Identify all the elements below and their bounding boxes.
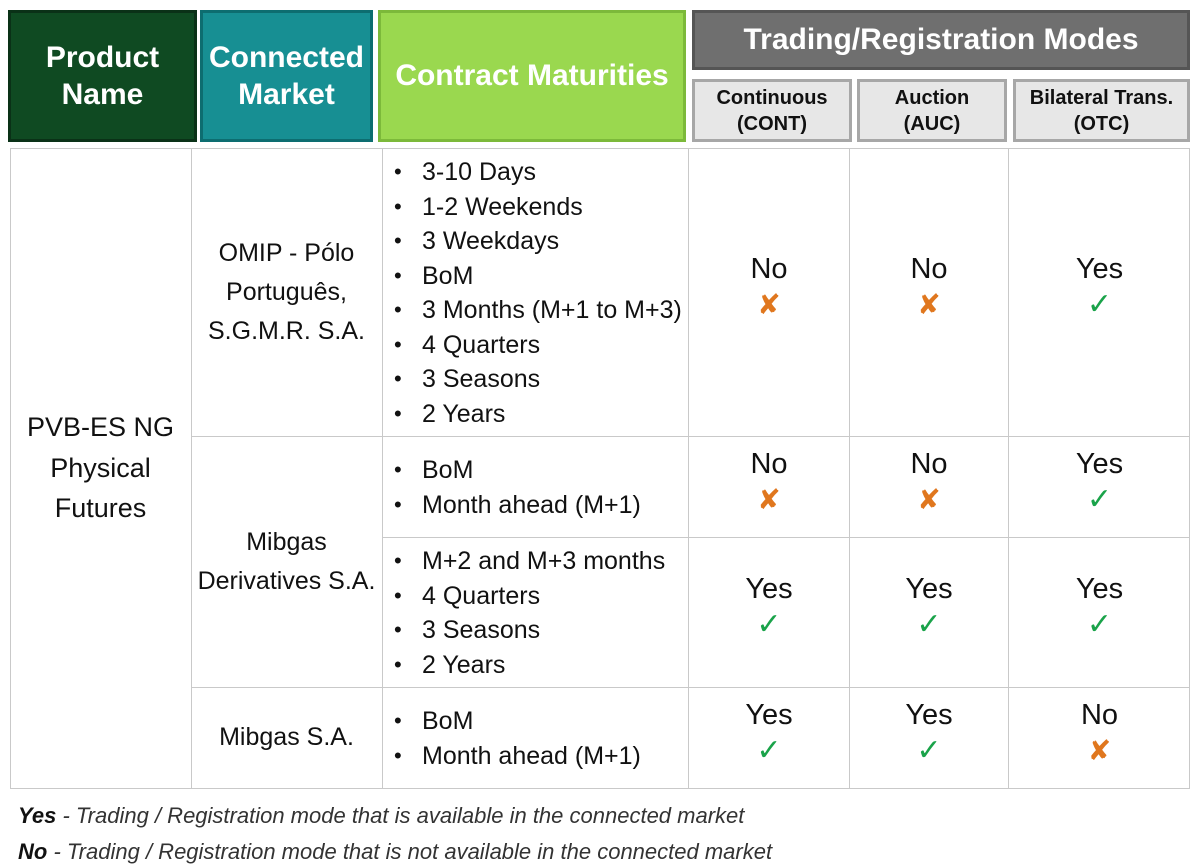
legend-no: No - Trading / Registration mode that is… bbox=[18, 839, 772, 865]
list-item: • 4 Quarters bbox=[394, 330, 541, 359]
mode-value: Yes bbox=[1075, 448, 1124, 480]
list-item: • 2 Years bbox=[394, 399, 506, 428]
check-icon: ✓ bbox=[1086, 608, 1113, 641]
list-item: • BoM bbox=[394, 707, 474, 735]
row1-otc: Yes ✓ bbox=[1009, 252, 1190, 324]
list-item: • 3 Weekdays bbox=[394, 227, 560, 255]
list-item: • BoM bbox=[394, 456, 474, 484]
mode-value: Yes bbox=[745, 699, 793, 731]
market-omip: OMIP - Pólo Português, S.G.M.R. S.A. bbox=[208, 239, 365, 345]
mode-value: No bbox=[1080, 699, 1119, 731]
maturities-list-row4: • BoM • Month ahead (M+1) bbox=[388, 704, 641, 773]
row4-auc: Yes ✓ bbox=[850, 698, 1008, 770]
list-item: • 3 Seasons bbox=[394, 365, 541, 393]
mode-value: No bbox=[750, 253, 788, 285]
row3-cont: Yes ✓ bbox=[689, 572, 849, 644]
mode-value: Yes bbox=[905, 699, 953, 731]
check-icon: ✓ bbox=[1086, 288, 1113, 321]
mode-value: Yes bbox=[1075, 573, 1124, 605]
list-item: • 3-10 Days bbox=[394, 158, 536, 186]
check-icon: ✓ bbox=[916, 734, 942, 767]
cross-icon: ✘ bbox=[917, 289, 941, 320]
legend-yes: Yes - Trading / Registration mode that i… bbox=[18, 803, 744, 829]
mode-value: Yes bbox=[905, 573, 953, 605]
legend-yes-term: Yes bbox=[18, 803, 57, 828]
row3-otc: Yes ✓ bbox=[1009, 572, 1190, 644]
cross-icon: ✘ bbox=[757, 484, 781, 515]
row4-otc: No ✘ bbox=[1009, 698, 1190, 770]
row4-cont: Yes ✓ bbox=[689, 698, 849, 770]
list-item: • Month ahead (M+1) bbox=[394, 741, 641, 770]
check-icon: ✓ bbox=[756, 608, 782, 641]
cross-icon: ✘ bbox=[917, 484, 941, 515]
maturities-list-row2: • BoM • Month ahead (M+1) bbox=[388, 453, 641, 522]
mode-value: Yes bbox=[1075, 253, 1124, 285]
legend-yes-text: - Trading / Registration mode that is av… bbox=[56, 803, 745, 828]
check-icon: ✓ bbox=[756, 734, 782, 767]
mode-value: No bbox=[910, 253, 948, 285]
list-item: • 4 Quarters bbox=[394, 581, 541, 610]
maturities-list-row3: • M+2 and M+3 months • 4 Quarters • 3 Seaso… bbox=[388, 544, 665, 682]
cross-icon: ✘ bbox=[1087, 735, 1112, 766]
list-item: • M+2 and M+3 months bbox=[394, 547, 666, 575]
legend-no-text: - Trading / Registration mode that is no… bbox=[47, 839, 773, 864]
row1-auc: No ✘ bbox=[850, 252, 1008, 324]
list-item: • 1-2 Weekends bbox=[394, 192, 583, 221]
check-icon: ✓ bbox=[916, 608, 942, 641]
legend-no-term: No bbox=[18, 839, 48, 864]
market-mibgas: Mibgas S.A. bbox=[219, 723, 354, 752]
check-icon: ✓ bbox=[1086, 483, 1113, 516]
connected-market-header: Connected Market bbox=[200, 10, 373, 142]
mode-value: No bbox=[750, 448, 788, 480]
list-item: • Month ahead (M+1) bbox=[394, 490, 641, 519]
continuous-header: Continuous (CONT) bbox=[692, 79, 852, 142]
row2-auc: No ✘ bbox=[850, 447, 1008, 519]
row1-cont: No ✘ bbox=[689, 252, 849, 324]
trading-modes-header: Trading/Registration Modes bbox=[692, 10, 1190, 70]
bilateral-header: Bilateral Trans. (OTC) bbox=[1013, 79, 1190, 142]
row2-otc: Yes ✓ bbox=[1009, 447, 1190, 519]
maturities-list-row1: • 3-10 Days • 1-2 Weekends • 3 Weekdays • Bo… bbox=[388, 155, 682, 431]
auction-header: Auction (AUC) bbox=[857, 79, 1007, 142]
product-name-cell: PVB-ES NG Physical Futures bbox=[26, 412, 175, 524]
mode-value: Yes bbox=[745, 573, 793, 605]
mode-value: No bbox=[910, 448, 948, 480]
list-item: • 2 Years bbox=[394, 650, 506, 679]
cross-icon: ✘ bbox=[757, 289, 781, 320]
list-item: • BoM bbox=[394, 261, 474, 290]
contract-maturities-header: Contract Maturities bbox=[378, 10, 686, 142]
market-mibgas-derivatives: Mibgas Derivatives S.A. bbox=[197, 528, 376, 595]
list-item: • 3 Months (M+1 to M+3) bbox=[394, 296, 682, 324]
product-name-header: Product Name bbox=[8, 10, 197, 142]
row3-auc: Yes ✓ bbox=[850, 572, 1008, 644]
row2-cont: No ✘ bbox=[689, 447, 849, 519]
list-item: • 3 Seasons bbox=[394, 616, 541, 644]
